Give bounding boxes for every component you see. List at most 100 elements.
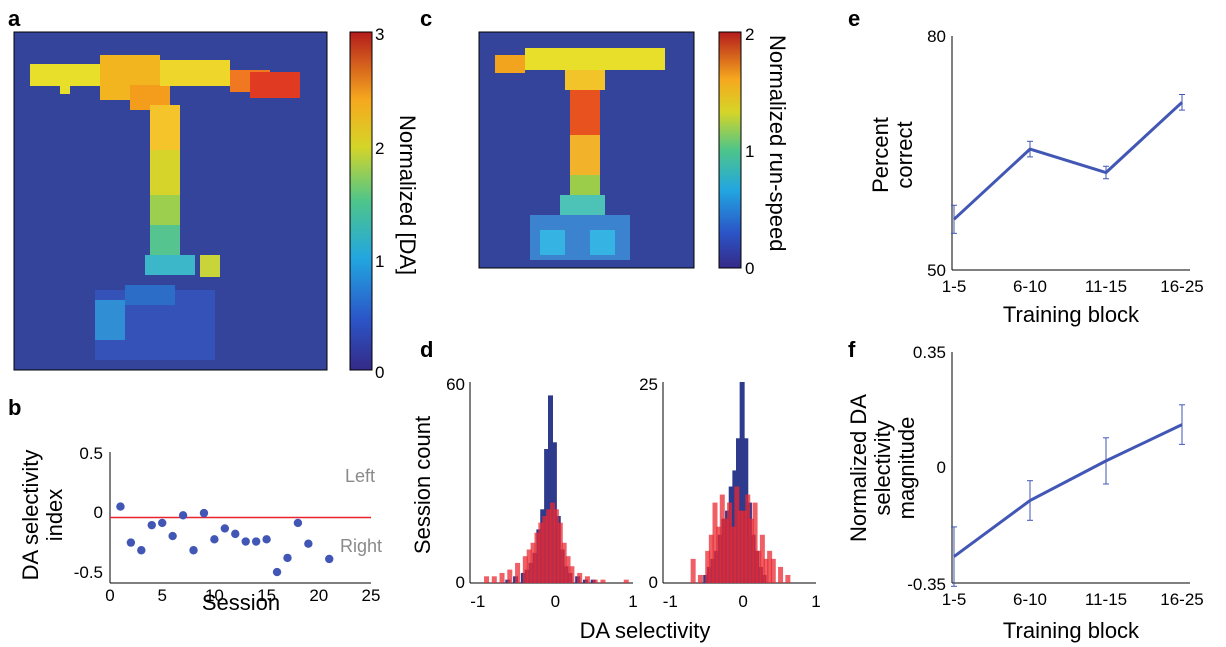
d1-bar: [548, 395, 553, 583]
cbar-c-tick-2: 2: [745, 25, 754, 44]
scatter-b: [110, 502, 371, 577]
d2-bar: [705, 550, 711, 583]
d2-bar: [767, 550, 773, 583]
e-xtick: 16-25: [1160, 277, 1203, 296]
d2-bar: [723, 518, 729, 583]
d2-bar: [690, 558, 696, 583]
b-point: [116, 502, 125, 511]
f-xlabel: Training block: [1003, 618, 1140, 643]
e-ylabel-line2: correct: [892, 121, 917, 188]
d1-bar: [577, 572, 583, 583]
panel-label-f: f: [848, 337, 856, 362]
line-e: 1-5 6-10 11-15 16-25: [942, 94, 1204, 296]
e-xtick: 11-15: [1085, 277, 1127, 296]
b-xtick: 20: [309, 586, 328, 605]
b-ytick-0: 0.5: [79, 444, 103, 463]
panel-label-d: d: [420, 337, 433, 362]
b-point: [147, 520, 156, 530]
axes-d1: 60 0 Session count: [410, 375, 633, 592]
d2-bar: [752, 502, 758, 583]
d2-bar: [741, 510, 747, 583]
panel-label-a: a: [8, 6, 21, 31]
e-xtick: 6-10: [1013, 277, 1047, 296]
f-ytick-bottom: -0.35: [907, 575, 946, 594]
b-xtick: 15: [257, 586, 276, 605]
d2-bar: [697, 574, 703, 583]
d2-bar: [739, 382, 745, 583]
panel-label-c: c: [420, 6, 432, 31]
b-point: [126, 538, 136, 547]
d2-bar: [756, 550, 762, 583]
heatmap-c: [478, 31, 695, 269]
e-xlabel: Training block: [1003, 302, 1140, 327]
f-ytick-mid: 0: [937, 458, 946, 477]
panel-label-b: b: [8, 395, 21, 420]
d2-bar: [712, 502, 718, 583]
b-ytick-2: -0.5: [74, 563, 103, 582]
d1-bar: [526, 549, 532, 583]
b-ytick-1: 0: [94, 503, 103, 522]
d1-bar: [530, 542, 536, 583]
b-point: [210, 535, 219, 544]
f-ylabel-line3: magnitude: [894, 417, 919, 520]
heatmap-a: [13, 31, 328, 371]
d1-bar: [623, 579, 629, 583]
b-point: [178, 511, 188, 520]
axes-f: 0.35 0 -0.35 Training block Normalized D…: [846, 343, 1190, 643]
d2-bar: [734, 486, 740, 583]
d1-bar: [592, 579, 598, 583]
d1-bar: [534, 532, 540, 583]
e-ytick-bottom: 50: [927, 261, 946, 280]
d2-bar: [770, 558, 776, 583]
cbar-c-label: Normalized run-speed: [765, 35, 790, 251]
b-xtick: 25: [362, 586, 381, 605]
d2-ytick-top: 25: [639, 375, 658, 394]
cbar-c-tick-0: 0: [745, 259, 754, 278]
f-xtick: 16-25: [1160, 590, 1203, 609]
cbar-a-label: Normalized [DA]: [395, 115, 420, 275]
f-xtick: 6-10: [1013, 590, 1047, 609]
d2-bar: [730, 526, 736, 583]
d2-bar: [738, 510, 743, 583]
e-ylabel-line1: Percent: [868, 117, 893, 193]
e-series-line: [952, 101, 1184, 221]
d2-xtick: 0: [738, 592, 747, 611]
panel-label-e: e: [848, 6, 860, 31]
colorbar-c: 2 1 0 Normalized run-speed: [718, 25, 790, 278]
d1-bar: [569, 566, 575, 583]
axes-d2: 25 0 DA selectivity: [580, 375, 816, 643]
axes-e: 80 50 Training block Percent correct: [868, 27, 1190, 327]
d1-xtick: 0: [551, 592, 560, 611]
cbar-a-tick-1: 1: [375, 252, 384, 271]
b-point: [189, 546, 198, 555]
histogram-d1: -1 0 1: [470, 395, 638, 611]
histogram-d2: -1 0 1: [663, 382, 821, 611]
b-ylabel-line2: index: [42, 489, 67, 542]
b-point: [272, 567, 282, 577]
f-ylabel-line1: Normalized DA: [846, 394, 871, 542]
d2-bar: [716, 526, 722, 583]
b-point: [262, 535, 271, 544]
d1-bar: [561, 542, 567, 583]
b-annotation-right: Right: [340, 536, 382, 556]
d2-bar: [759, 534, 765, 583]
b-point: [241, 537, 250, 546]
axes-b: 0.5 0 -0.5 0 5 10 15 20 25 Session DA selecti…: [18, 444, 382, 615]
b-xlabel: Session: [202, 590, 280, 615]
d2-bar: [708, 534, 714, 583]
line-f: 1-5 6-10 11-15 16-25: [942, 404, 1204, 609]
d1-bar: [499, 572, 505, 583]
d-xlabel: DA selectivity: [580, 618, 711, 643]
d1-bar: [553, 509, 559, 583]
b-point: [293, 518, 303, 528]
b-point: [251, 537, 261, 546]
colorbar-a: 3 2 1 0 Normalized [DA]: [349, 25, 420, 382]
f-xtick: 1-5: [942, 590, 967, 609]
e-xtick: 1-5: [942, 277, 967, 296]
b-point: [231, 529, 240, 539]
cbar-a-tick-2: 2: [375, 139, 384, 158]
d2-ytick-zero: 0: [649, 573, 658, 592]
d1-bar: [484, 576, 490, 583]
d1-bar: [546, 509, 552, 583]
b-point: [137, 546, 146, 555]
